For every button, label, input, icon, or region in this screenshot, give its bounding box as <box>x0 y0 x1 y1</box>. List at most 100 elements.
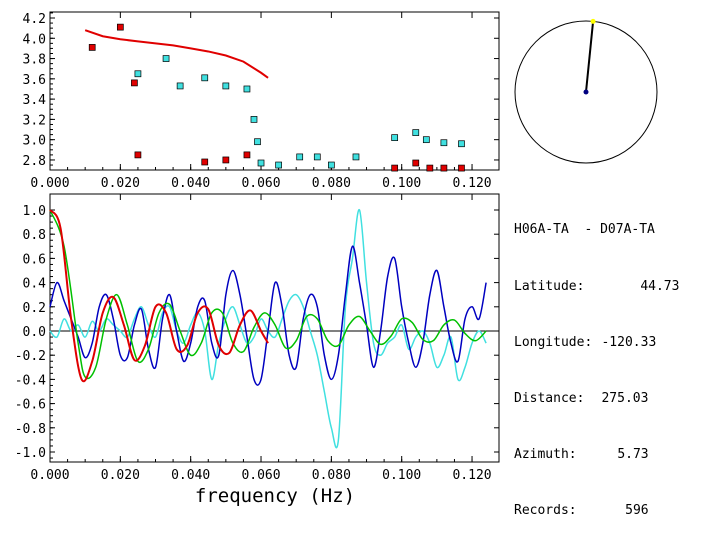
y-tick-label: 2.8 <box>23 154 46 169</box>
info-label: Distance: <box>514 390 585 406</box>
x-tick-label: 0.000 <box>30 468 69 483</box>
info-panel: H06A-TA - D07A-TA Latitude: 44.73 Longitu… <box>514 184 679 539</box>
cyan-point <box>275 161 282 169</box>
cyan-data-line <box>49 209 487 449</box>
y-tick-label: 0.0 <box>23 325 46 340</box>
top-series-group <box>84 23 465 172</box>
top-y-axis: 2.8 3.0 3.2 3.4 3.6 3.8 4.0 4.2 <box>23 12 499 169</box>
y-tick-label: 3.0 <box>23 134 46 149</box>
red-point <box>116 23 124 31</box>
y-tick-label: 3.6 <box>23 73 46 88</box>
cyan-point <box>134 70 142 78</box>
x-tick-label: 0.000 <box>30 176 69 191</box>
y-tick-label: 0.8 <box>23 228 46 243</box>
info-value: 44.73 <box>640 278 680 294</box>
cyan-point <box>313 153 321 161</box>
cyan-point <box>201 74 209 82</box>
x-tick-label: 0.020 <box>101 176 140 191</box>
y-tick-label: -0.4 <box>15 373 46 388</box>
red-point <box>458 164 465 172</box>
compass-needle <box>585 21 595 93</box>
info-label: Azimuth: <box>514 446 577 462</box>
bottom-correlation-plot: 1.0 0.8 0.6 0.4 0.2 0.0 -0.2 -0.4 -0.6 -0.8 -1.0 0… <box>15 193 500 507</box>
x-tick-label: 0.120 <box>452 468 491 483</box>
cyan-point <box>162 55 170 62</box>
x-tick-label: 0.060 <box>241 176 280 191</box>
red-point <box>391 164 399 172</box>
compass-needle-tip <box>590 18 596 24</box>
info-label: Records: <box>514 502 577 518</box>
info-value: 596 <box>625 502 649 518</box>
cyan-point <box>440 139 448 147</box>
cyan-point <box>412 129 420 136</box>
cyan-point <box>328 161 335 169</box>
info-row-distance: Distance: 275.03 <box>514 390 679 409</box>
x-tick-label: 0.100 <box>382 176 421 191</box>
red-point <box>412 159 420 167</box>
bottom-plot-frame <box>49 193 500 463</box>
bottom-x-axis: 0.000 0.020 0.040 0.060 0.080 0.100 0.120 <box>30 194 492 483</box>
red-point <box>134 151 142 159</box>
red-point <box>222 156 230 164</box>
cyan-point <box>391 134 399 142</box>
compass-center <box>583 89 589 95</box>
info-row-longitude: Longitude: -120.33 <box>514 334 679 353</box>
top-plot-frame <box>49 11 500 171</box>
y-tick-label: -0.6 <box>15 398 46 413</box>
y-tick-label: 3.8 <box>23 53 46 68</box>
y-tick-label: 4.0 <box>23 32 46 47</box>
red-point <box>131 79 138 87</box>
y-tick-label: -0.2 <box>15 349 46 364</box>
y-tick-label: 0.2 <box>23 301 46 316</box>
red-curve <box>84 29 269 79</box>
top-x-axis: 0.000 0.020 0.040 0.060 0.080 0.100 0.120 <box>30 12 492 191</box>
red-point <box>201 158 209 166</box>
x-tick-label: 0.080 <box>312 468 351 483</box>
y-tick-label: 4.2 <box>23 12 46 27</box>
cyan-point <box>254 138 261 146</box>
top-dispersion-plot: 2.8 3.0 3.2 3.4 3.6 3.8 4.0 4.2 0.000 0.020 0.040… <box>23 11 500 191</box>
blue-data-line <box>49 245 487 386</box>
cyan-point <box>422 136 430 144</box>
y-tick-label: 1.0 <box>23 204 46 219</box>
red-point <box>440 164 448 172</box>
cyan-point <box>222 82 230 90</box>
y-tick-label: -0.8 <box>15 422 46 437</box>
red-point <box>426 164 434 172</box>
x-tick-label: 0.120 <box>452 176 491 191</box>
compass-circle <box>514 20 658 164</box>
x-tick-label: 0.040 <box>171 176 210 191</box>
cyan-point <box>257 159 265 167</box>
x-tick-label: 0.080 <box>312 176 351 191</box>
info-value: -120.33 <box>601 334 657 350</box>
x-tick-label: 0.040 <box>171 468 210 483</box>
y-tick-label: -1.0 <box>15 446 46 461</box>
y-tick-label: 3.4 <box>23 93 47 108</box>
info-row-records: Records: 596 <box>514 502 679 521</box>
azimuth-compass <box>514 18 658 164</box>
station-pair: H06A-TA - D07A-TA <box>514 222 655 238</box>
cyan-point <box>458 140 465 148</box>
info-row-azimuth: Azimuth: 5.73 <box>514 446 679 465</box>
info-label: Latitude: <box>514 278 585 294</box>
cyan-point <box>296 153 304 161</box>
cyan-point <box>243 85 251 93</box>
x-tick-label: 0.020 <box>101 468 140 483</box>
y-tick-label: 3.2 <box>23 113 46 128</box>
red-point <box>88 44 96 51</box>
info-label: Longitude: <box>514 334 593 350</box>
red-fit-line <box>49 209 269 383</box>
info-value: 275.03 <box>601 390 649 406</box>
info-value: 5.73 <box>617 446 649 462</box>
x-axis-label: frequency (Hz) <box>195 485 355 507</box>
bottom-y-axis: 1.0 0.8 0.6 0.4 0.2 0.0 -0.2 -0.4 -0.6 -0.8 -1.0 <box>15 204 499 461</box>
info-row-latitude: Latitude: 44.73 <box>514 278 679 297</box>
y-tick-label: 0.6 <box>23 252 46 267</box>
cyan-point <box>352 153 360 161</box>
green-bessel-line <box>49 209 487 380</box>
x-tick-label: 0.100 <box>382 468 421 483</box>
cyan-point <box>176 82 184 90</box>
red-point <box>243 151 251 159</box>
chart-canvas: 2.8 3.0 3.2 3.4 3.6 3.8 4.0 4.2 0.000 0.020 0.040… <box>15 11 658 507</box>
y-tick-label: 0.4 <box>23 277 47 292</box>
